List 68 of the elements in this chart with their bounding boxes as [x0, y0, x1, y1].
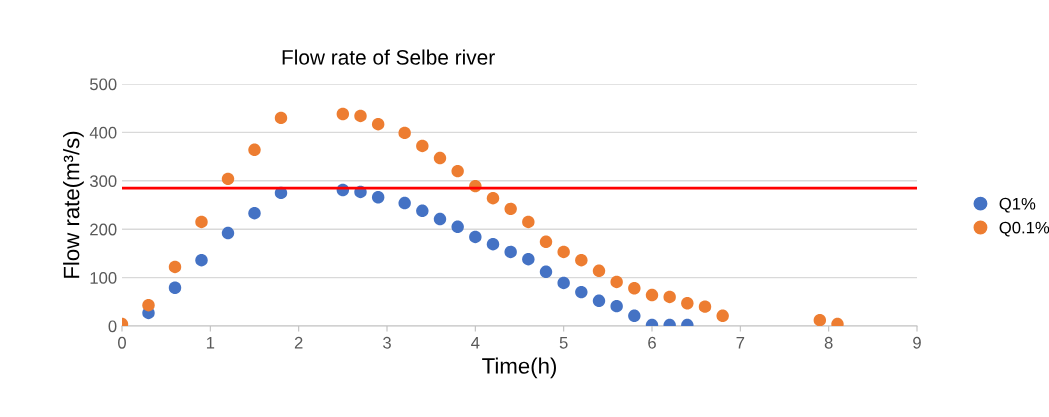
point — [168, 260, 182, 274]
chart-title: Flow rate of Selbe river — [282, 49, 495, 65]
point — [451, 220, 464, 233]
point — [716, 309, 729, 323]
x-tick-label: 4 — [471, 337, 480, 349]
x-axis-title: Time(h) — [482, 357, 556, 379]
point — [336, 107, 350, 121]
point — [168, 281, 182, 294]
x-tick-label: 7 — [736, 337, 745, 349]
point — [398, 126, 411, 140]
x-tick-label: 8 — [824, 336, 833, 349]
point — [522, 253, 535, 266]
point — [142, 298, 155, 312]
point — [433, 212, 447, 226]
point — [645, 288, 659, 302]
point — [698, 300, 712, 313]
y-tick-label: 500 — [90, 78, 117, 91]
point — [433, 151, 447, 165]
legend-label: Q1% — [999, 197, 1036, 213]
x-tick-label: 5 — [559, 337, 568, 349]
legend-label: Q0.1% — [999, 221, 1049, 237]
point — [575, 253, 588, 267]
point — [221, 172, 235, 186]
y-tick-label: 100 — [90, 272, 117, 284]
x-tick-label: 3 — [383, 336, 391, 349]
point — [504, 202, 517, 216]
point — [557, 245, 570, 259]
point — [592, 264, 606, 278]
point — [539, 235, 553, 248]
point — [504, 245, 517, 259]
x-tick-label: 0 — [118, 336, 126, 349]
point — [416, 139, 429, 153]
y-axis-title: Flow rate(m³/s) — [63, 131, 84, 278]
point — [371, 117, 385, 131]
point — [813, 313, 827, 326]
point — [486, 192, 500, 205]
point — [248, 207, 261, 220]
point — [221, 226, 235, 240]
y-tick-label: 200 — [90, 223, 117, 236]
point — [371, 191, 385, 204]
point — [248, 143, 261, 157]
point — [592, 294, 606, 308]
y-tick-label: 300 — [89, 175, 117, 187]
point — [486, 237, 500, 251]
y-tick-label: 0 — [108, 320, 117, 333]
point — [610, 299, 623, 313]
point — [195, 215, 208, 229]
point — [469, 230, 482, 244]
point — [681, 297, 694, 310]
point — [575, 285, 588, 299]
x-tick-label: 1 — [206, 337, 215, 349]
point — [539, 265, 553, 278]
x-tick-label: 9 — [913, 336, 921, 349]
y-tick-label: 400 — [89, 126, 117, 139]
point — [663, 290, 676, 304]
point — [398, 196, 411, 210]
point — [274, 111, 288, 125]
point — [354, 109, 367, 123]
point — [416, 204, 429, 218]
point — [451, 164, 464, 178]
point — [628, 282, 641, 295]
point — [610, 275, 623, 289]
x-tick-label: 6 — [648, 336, 656, 349]
point — [628, 309, 641, 323]
x-tick-label: 2 — [294, 336, 303, 349]
point — [557, 276, 570, 290]
point — [522, 215, 535, 229]
point — [195, 253, 208, 267]
